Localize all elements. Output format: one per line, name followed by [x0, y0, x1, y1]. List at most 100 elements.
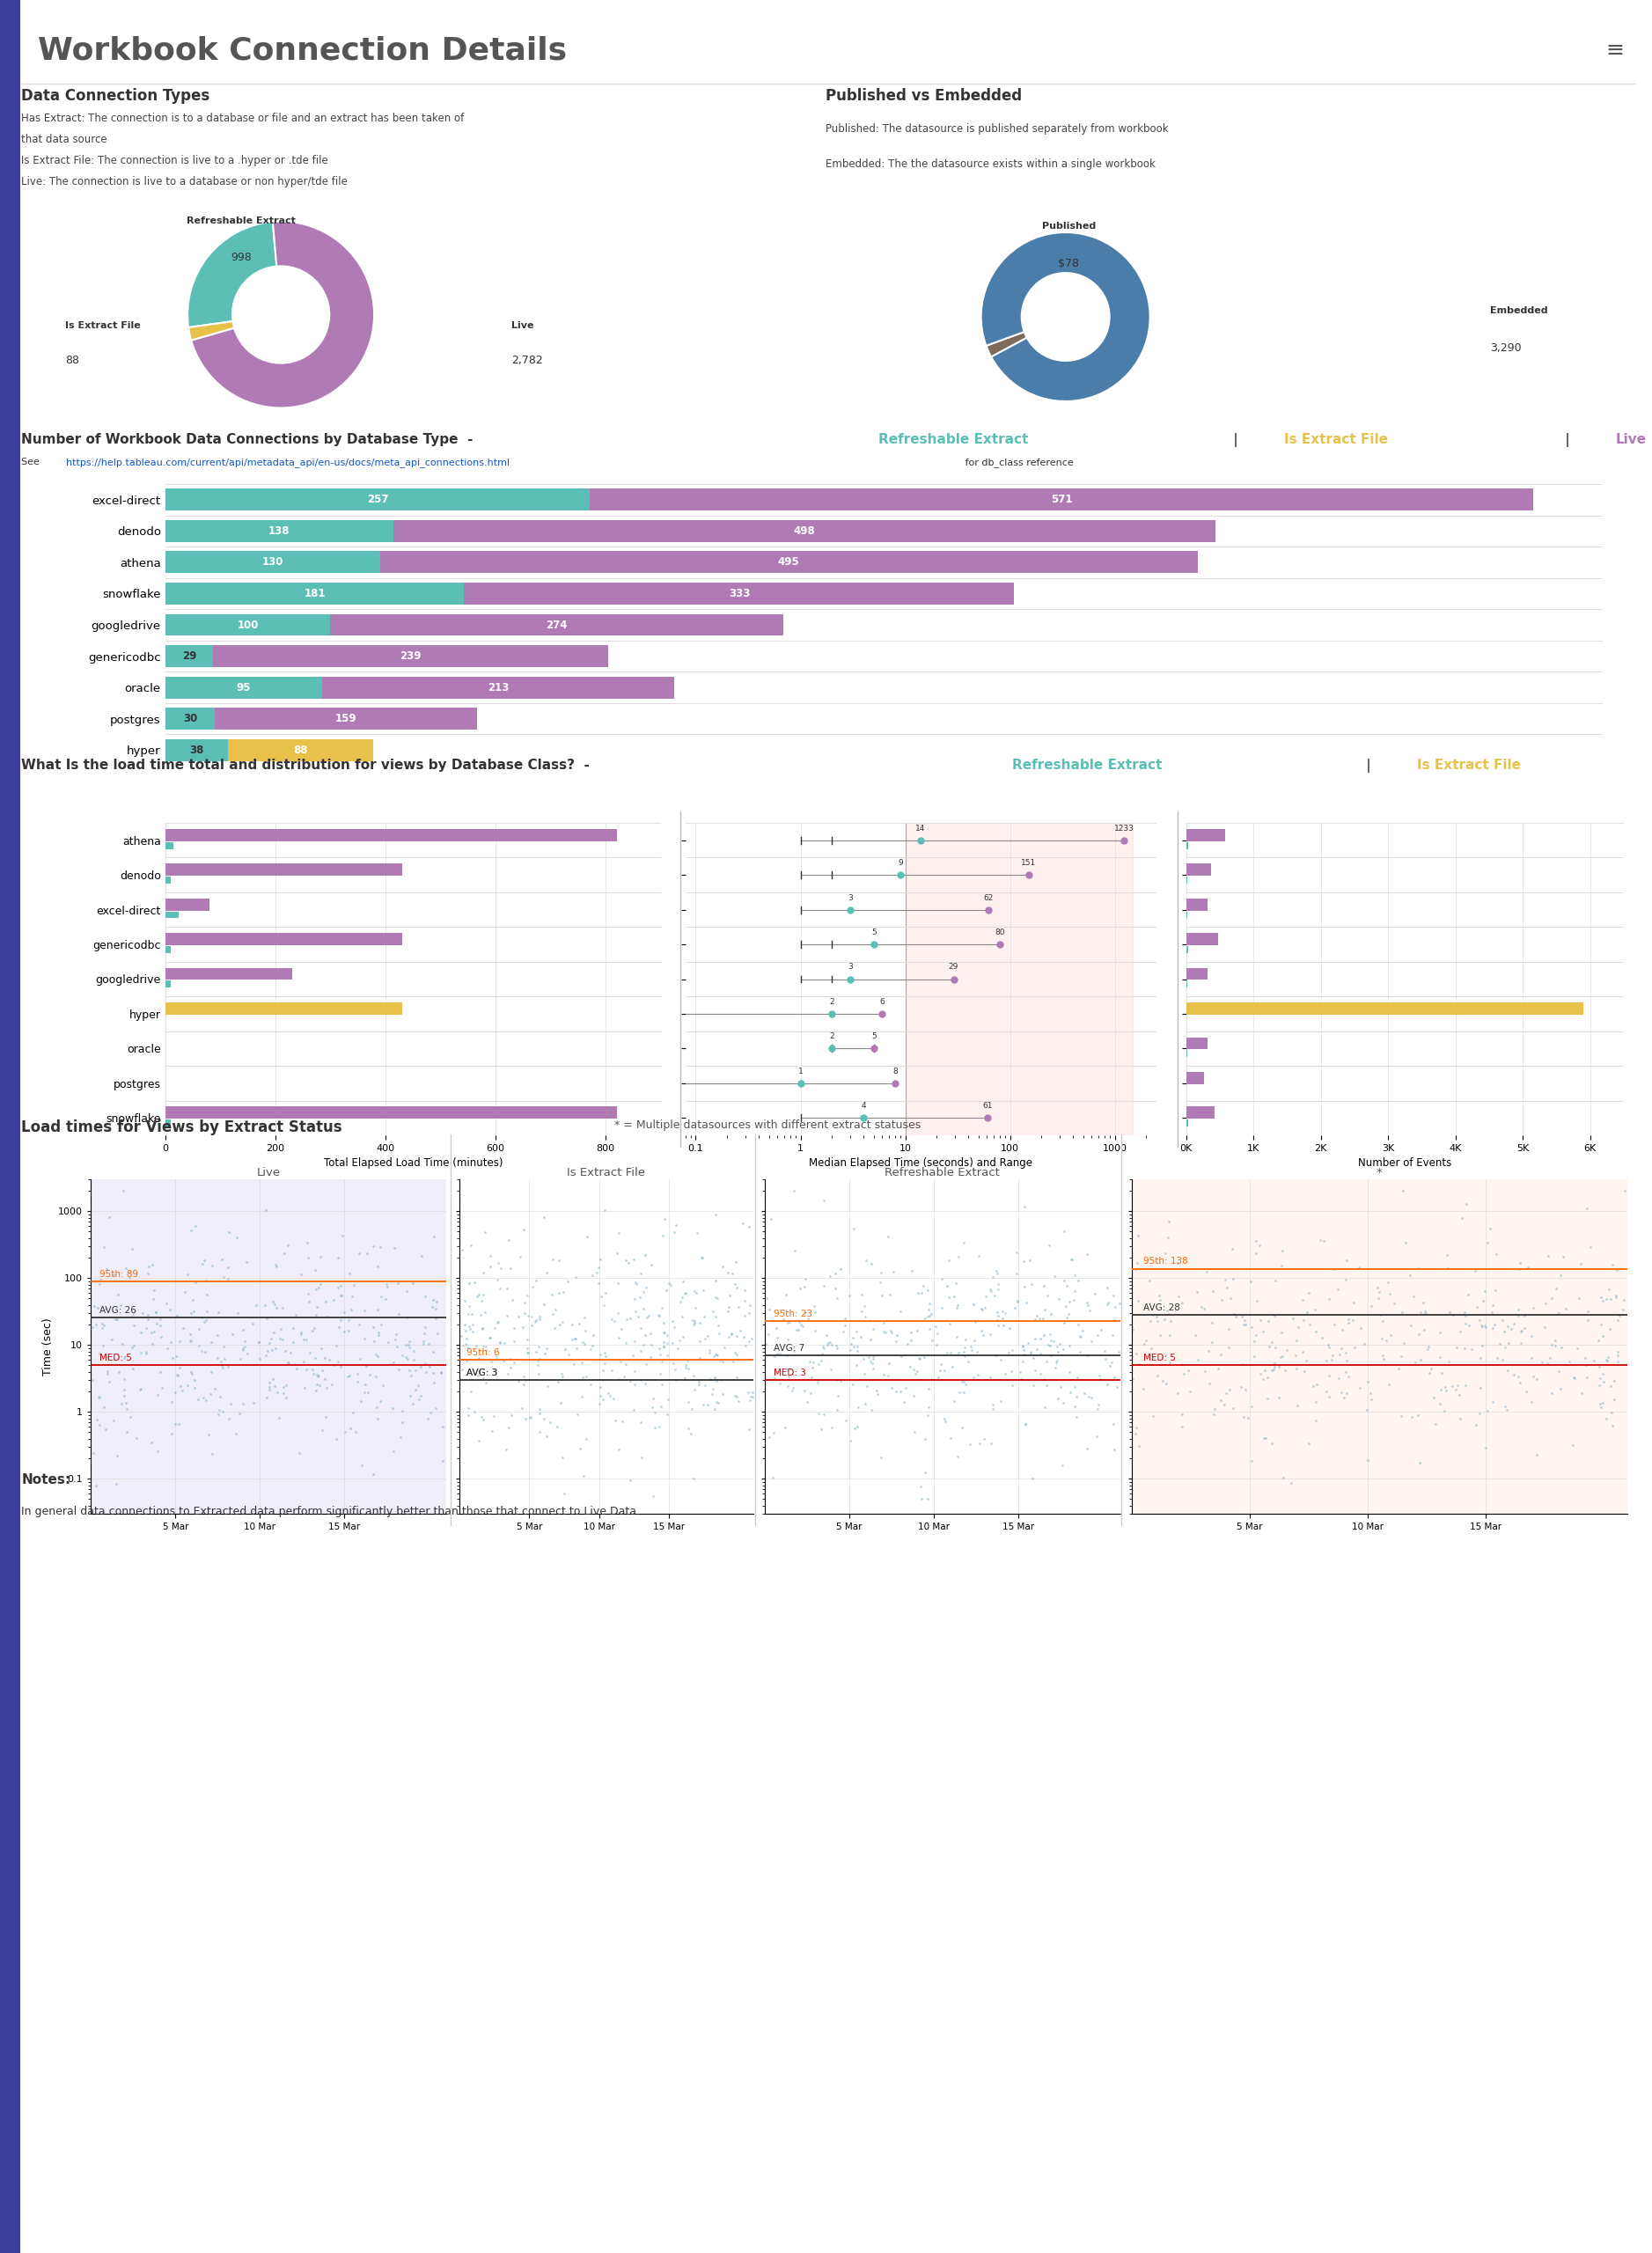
Point — [337, 1291, 363, 1327]
Text: Published vs Embedded: Published vs Embedded — [826, 88, 1023, 104]
Point — [654, 1318, 681, 1354]
Point — [1127, 1345, 1153, 1381]
Point — [281, 1309, 307, 1345]
Point — [760, 1415, 786, 1451]
Point — [983, 1295, 1009, 1332]
Point — [1064, 1399, 1090, 1435]
Point — [1333, 1262, 1360, 1298]
Point — [1596, 1271, 1622, 1307]
Point — [453, 1327, 479, 1363]
Point — [965, 1237, 991, 1273]
Point — [365, 1291, 392, 1327]
Point — [1328, 1374, 1355, 1410]
Point — [335, 1313, 362, 1350]
Point — [702, 1280, 729, 1316]
Point — [309, 1413, 335, 1449]
Point — [231, 1329, 258, 1365]
Point — [101, 1257, 127, 1293]
Point — [730, 1284, 757, 1320]
Point — [1013, 1284, 1039, 1320]
Point — [1125, 1282, 1151, 1318]
Point — [1153, 1235, 1180, 1271]
Point — [111, 1361, 137, 1397]
Point — [960, 1286, 986, 1323]
Point — [330, 1295, 357, 1332]
Point — [945, 1286, 971, 1323]
Point — [497, 1350, 524, 1386]
Point — [486, 1325, 512, 1361]
Point — [340, 1266, 367, 1302]
Point — [684, 1275, 710, 1311]
Point — [717, 1277, 743, 1313]
Point — [1009, 1343, 1036, 1379]
Point — [112, 1250, 139, 1286]
Point — [519, 1268, 545, 1304]
Point — [114, 1390, 140, 1426]
Point — [666, 1323, 692, 1359]
Point — [1140, 1338, 1166, 1374]
Point — [938, 1334, 965, 1370]
Point — [1303, 1313, 1330, 1350]
Point — [94, 1250, 121, 1286]
Point — [208, 1241, 235, 1277]
Point — [942, 1277, 968, 1313]
Point — [841, 1410, 867, 1446]
Point — [1062, 1388, 1089, 1424]
Point — [938, 1347, 965, 1383]
Point — [1465, 1302, 1492, 1338]
Point — [372, 1282, 398, 1318]
Point — [198, 1325, 225, 1361]
Point — [327, 1302, 354, 1338]
Point — [1366, 1273, 1393, 1309]
Point — [560, 1347, 586, 1383]
Point — [360, 1455, 387, 1491]
Point — [1094, 1286, 1120, 1323]
Point — [261, 1313, 287, 1350]
Bar — [322, 676, 674, 698]
Point — [1452, 1329, 1479, 1365]
Point — [1034, 1368, 1061, 1404]
Point — [704, 1383, 730, 1419]
Point — [1295, 1426, 1322, 1462]
Point — [170, 1309, 197, 1345]
Point — [1315, 1327, 1341, 1363]
Point — [177, 1212, 203, 1248]
Point — [943, 1318, 970, 1354]
Point — [423, 1390, 449, 1426]
Point — [211, 1259, 238, 1295]
Point — [86, 1336, 112, 1372]
Point — [952, 1338, 978, 1374]
Point — [798, 1359, 824, 1395]
Point — [1376, 1365, 1403, 1401]
Point — [884, 1318, 910, 1354]
Point — [198, 1435, 225, 1471]
Point — [767, 1336, 793, 1372]
Point — [1464, 1289, 1490, 1325]
Point — [773, 1338, 800, 1374]
Point — [793, 1295, 819, 1332]
Point — [552, 1332, 578, 1368]
Point — [259, 1284, 286, 1320]
Title: *: * — [1376, 1167, 1383, 1178]
Point — [535, 1368, 562, 1404]
Point — [337, 1255, 363, 1291]
Point — [649, 1219, 676, 1255]
Point — [1315, 1379, 1341, 1415]
Point — [324, 1327, 350, 1363]
Bar — [1186, 1072, 1204, 1084]
Point — [1290, 1354, 1317, 1390]
Point — [1241, 1338, 1267, 1374]
Point — [185, 1311, 211, 1347]
Point — [753, 1280, 780, 1316]
Bar — [1186, 1036, 1208, 1050]
Point — [998, 1354, 1024, 1390]
Point — [294, 1352, 320, 1388]
Point — [767, 1365, 793, 1401]
Point — [408, 1239, 434, 1275]
Point — [970, 1422, 996, 1458]
Point — [276, 1345, 302, 1381]
Point — [93, 1291, 119, 1327]
Point — [380, 1345, 406, 1381]
Point — [499, 1282, 525, 1318]
Point — [1145, 1359, 1171, 1395]
